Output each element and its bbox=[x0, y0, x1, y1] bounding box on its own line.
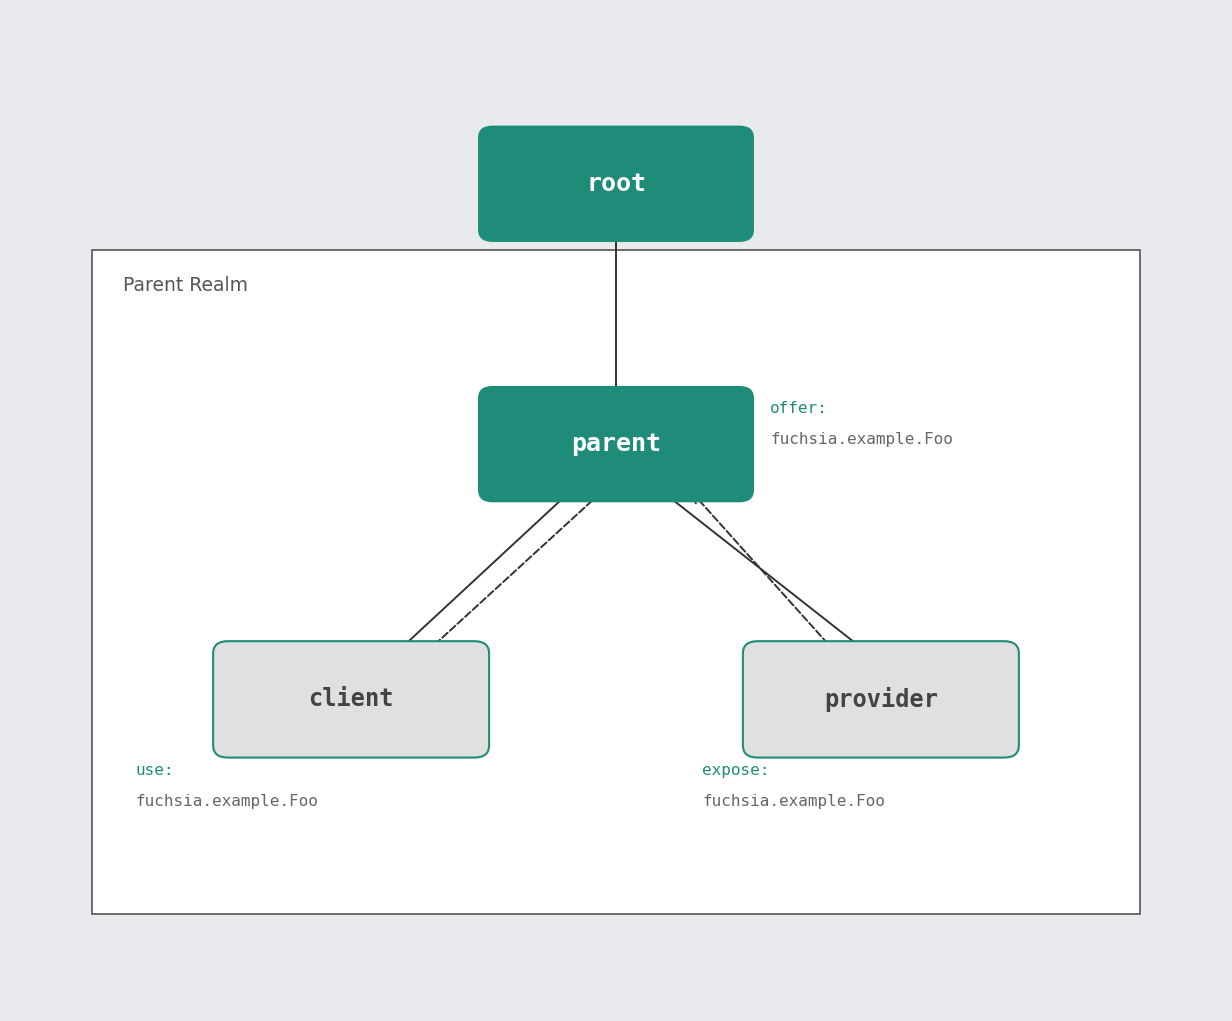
FancyBboxPatch shape bbox=[478, 386, 754, 502]
Text: Parent Realm: Parent Realm bbox=[123, 276, 248, 295]
Text: fuchsia.example.Foo: fuchsia.example.Foo bbox=[770, 432, 952, 446]
Text: parent: parent bbox=[570, 432, 662, 456]
FancyBboxPatch shape bbox=[213, 641, 489, 758]
Text: fuchsia.example.Foo: fuchsia.example.Foo bbox=[136, 794, 318, 809]
FancyBboxPatch shape bbox=[478, 126, 754, 242]
Text: root: root bbox=[586, 172, 646, 196]
Text: expose:: expose: bbox=[702, 764, 770, 778]
Text: use:: use: bbox=[136, 764, 174, 778]
Text: fuchsia.example.Foo: fuchsia.example.Foo bbox=[702, 794, 885, 809]
FancyBboxPatch shape bbox=[92, 250, 1140, 914]
Text: client: client bbox=[308, 687, 394, 712]
FancyBboxPatch shape bbox=[743, 641, 1019, 758]
Text: provider: provider bbox=[824, 687, 938, 712]
Text: offer:: offer: bbox=[770, 401, 828, 416]
